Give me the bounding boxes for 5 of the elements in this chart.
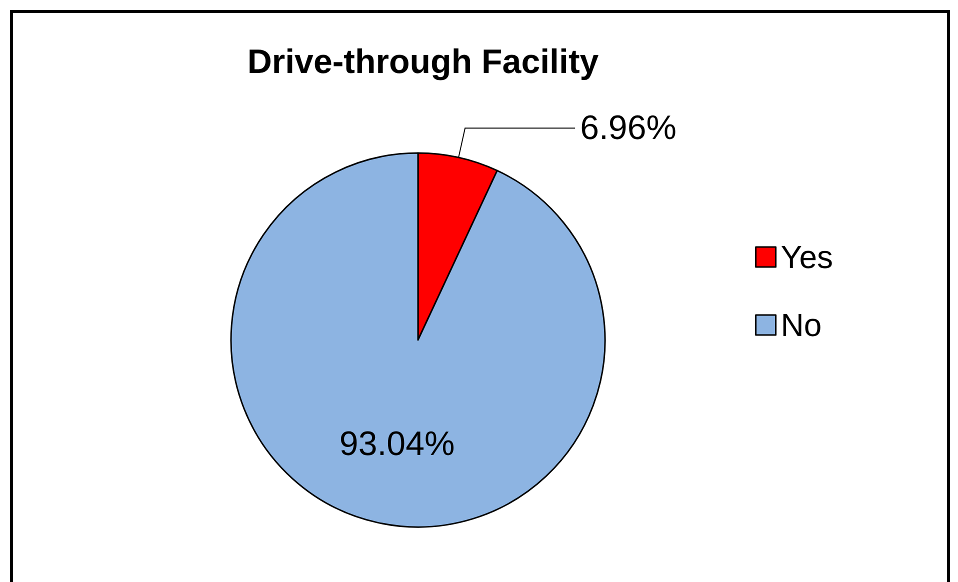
data-label: 93.04% (339, 425, 455, 464)
chart-title: Drive-through Facility (247, 43, 599, 81)
data-label: 6.96% (580, 109, 676, 148)
legend-label: No (780, 307, 822, 343)
legend-label: Yes (780, 239, 833, 275)
